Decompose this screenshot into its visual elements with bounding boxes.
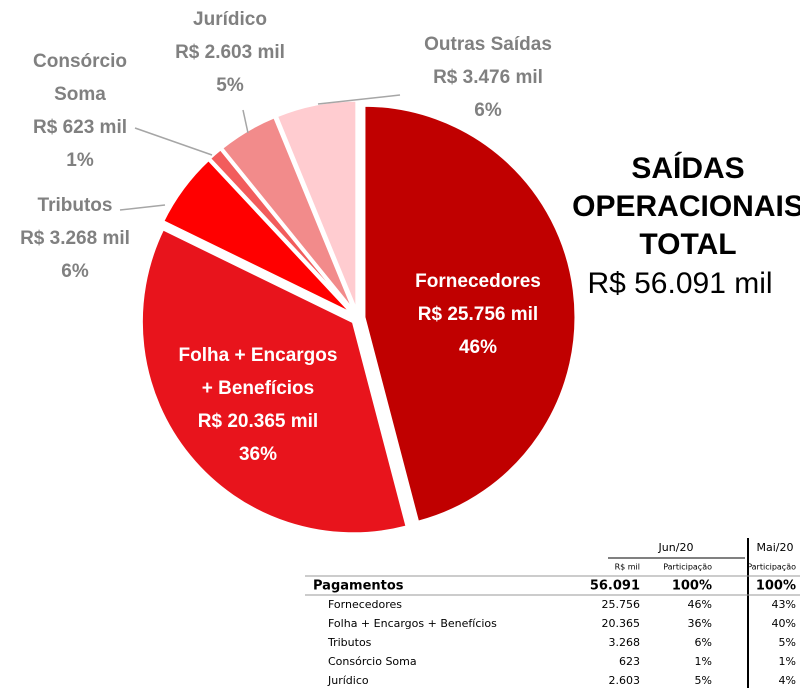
total-value: R$ 56.091 mil [587,267,772,300]
slice-name: Tributos [38,195,113,216]
sub-header: Participação [747,563,796,572]
table-cell: 36% [688,617,712,630]
slice-value-label: R$ 20.365 mil [198,411,318,432]
period-header: Jun/20 [658,541,694,554]
table-cell: Consórcio Soma [328,655,417,668]
leader-line [242,109,249,134]
table-cell: 46% [688,598,712,611]
slice-value-label: R$ 3.476 mil [433,67,543,88]
slice-percent-label: 36% [239,444,277,465]
sub-header: R$ mil [615,563,640,572]
table-cell: 3.268 [609,636,641,649]
total-title: SAÍDAS [631,151,744,185]
table-cell: Tributos [327,636,372,649]
table-cell: 43% [772,598,796,611]
leader-line [317,94,401,105]
pie-slice [362,103,578,525]
table-cell: 2.603 [609,674,641,687]
slice-percent-label: 46% [459,337,497,358]
period-header: Mai/20 [757,541,794,554]
slice-name: Fornecedores [415,271,541,292]
slice-percent-label: 6% [474,100,502,121]
total-cell: 56.091 [590,579,640,594]
slice-name: Jurídico [193,9,267,30]
leader-line [134,127,213,156]
total-cell: 100% [756,579,796,594]
table-cell: Folha + Encargos + Benefícios [328,617,497,630]
slice-percent-label: 6% [61,261,89,282]
total-cell: 100% [672,579,712,594]
slice-value-label: R$ 2.603 mil [175,42,285,63]
slice-value-label: R$ 3.268 mil [20,228,130,249]
leader-line [119,204,166,211]
pie-slice [139,226,409,536]
table-cell: 1% [779,655,796,668]
slice-percent-label: 1% [66,150,94,171]
sub-header: Participação [663,563,712,572]
table-cell: 6% [695,636,712,649]
total-cell: Pagamentos [313,579,404,594]
slice-name: + Benefícios [202,378,314,399]
table-cell: 40% [772,617,796,630]
table-cell: 4% [779,674,796,687]
table-cell: Jurídico [327,674,369,687]
table-cell: 25.756 [602,598,641,611]
slice-name: Consórcio [33,51,127,72]
total-title: OPERACIONAIS [572,190,800,223]
slice-value-label: R$ 623 mil [33,117,127,138]
slice-name: Outras Saídas [424,34,552,55]
slice-percent-label: 5% [216,75,244,96]
slice-value-label: R$ 25.756 mil [418,304,538,325]
table-cell: 5% [779,636,796,649]
slice-name: Soma [54,84,106,105]
table-cell: 623 [619,655,640,668]
table-cell: 20.365 [602,617,641,630]
slice-name: Folha + Encargos [179,345,338,366]
table-cell: 5% [695,674,712,687]
table-cell: 1% [695,655,712,668]
table-cell: Fornecedores [328,598,402,611]
total-title: TOTAL [639,228,736,261]
